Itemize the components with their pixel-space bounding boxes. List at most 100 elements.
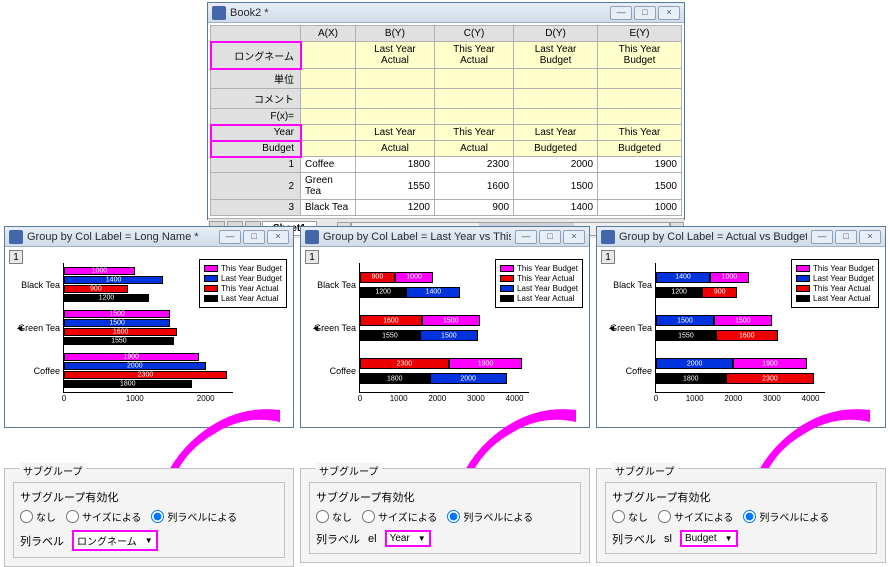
bar: 2000: [656, 358, 733, 369]
bar-value: 1600: [113, 329, 129, 336]
layer-number[interactable]: 1: [9, 250, 23, 264]
graph-icon: [9, 230, 23, 244]
maximize-button[interactable]: □: [243, 230, 265, 244]
axis-caret-icon: ◄: [607, 323, 616, 333]
bar: 1900: [449, 358, 522, 369]
subgroup-enable-label: サブグループ有効化: [316, 489, 574, 505]
bar: 1000: [64, 267, 135, 275]
bar-value: 1900: [478, 360, 494, 367]
tick-label: 1000: [686, 394, 704, 403]
close-button[interactable]: ×: [658, 6, 680, 20]
bar-value: 1400: [106, 276, 122, 283]
col-label-combo[interactable]: Budget▼: [680, 530, 738, 547]
plot-area: 010002000Black Tea100014009001200Green T…: [63, 263, 233, 393]
radio-label[interactable]: 列ラベルによる: [743, 509, 829, 524]
worksheet-window: Book2 * — □ × A(X) B(Y) C(Y) D(Y) E(Y) ロ…: [207, 2, 685, 220]
bar-value: 900: [372, 274, 384, 281]
col-header[interactable]: B(Y): [355, 26, 434, 42]
subgroup-panel: サブグループ サブグループ有効化 なし サイズによる 列ラベルによる 列ラベル …: [4, 468, 294, 567]
minimize-button[interactable]: —: [811, 230, 833, 244]
category-label: Green Tea: [610, 323, 656, 333]
minimize-button[interactable]: —: [219, 230, 241, 244]
tick-label: 1000: [126, 394, 144, 403]
col-label-text: 列ラベル: [612, 531, 656, 547]
close-button[interactable]: ×: [563, 230, 585, 244]
window-title: Group by Col Label = Last Year vs This Y…: [323, 231, 511, 243]
bar: 1500: [64, 310, 170, 318]
minimize-button[interactable]: —: [610, 6, 632, 20]
bar: 1550: [656, 330, 716, 341]
bar: 1200: [360, 287, 406, 298]
bar-value: 1800: [120, 381, 136, 388]
tick-label: 4000: [506, 394, 524, 403]
bar-value: 2300: [138, 372, 154, 379]
fieldset-label: サブグループ: [315, 463, 382, 478]
tick-label: 2000: [428, 394, 446, 403]
bar: 1800: [360, 373, 430, 384]
minimize-button[interactable]: —: [515, 230, 537, 244]
axis-caret-icon: ◄: [15, 323, 24, 333]
maximize-button[interactable]: □: [539, 230, 561, 244]
window-title: Book2 *: [230, 7, 606, 19]
bar-value: 2300: [762, 375, 778, 382]
chart-window-longname: Group by Col Label = Long Name * — □ × 1…: [4, 226, 294, 428]
bar: 1600: [360, 315, 422, 326]
category-label: Green Tea: [314, 323, 360, 333]
radio-none[interactable]: なし: [316, 509, 352, 524]
bar: 2300: [726, 373, 815, 384]
bar: 1400: [656, 272, 710, 283]
subgroup-panel: サブグループ サブグループ有効化 なし サイズによる 列ラベルによる 列ラベル …: [300, 468, 590, 563]
bar: 1500: [64, 319, 170, 327]
layer-number[interactable]: 1: [305, 250, 319, 264]
category-label: Black Tea: [613, 280, 656, 290]
radio-size[interactable]: サイズによる: [362, 509, 437, 524]
bar: 1900: [733, 358, 806, 369]
col-header[interactable]: E(Y): [598, 26, 682, 42]
col-header[interactable]: A(X): [301, 26, 356, 42]
bar-value: 1000: [92, 267, 108, 274]
layer-number[interactable]: 1: [601, 250, 615, 264]
bar: 1500: [422, 315, 480, 326]
col-header[interactable]: C(Y): [434, 26, 513, 42]
bar-value: 1500: [109, 320, 125, 327]
bar-value: 2000: [127, 363, 143, 370]
col-label-combo[interactable]: ロングネーム▼: [72, 530, 158, 551]
radio-label[interactable]: 列ラベルによる: [151, 509, 237, 524]
bar: 2300: [360, 358, 449, 369]
chevron-down-icon: ▼: [725, 534, 733, 543]
tick-label: 0: [654, 394, 658, 403]
bar: 1800: [656, 373, 726, 384]
bar-value: 2000: [460, 375, 476, 382]
bar: 900: [64, 285, 128, 293]
bar-value: 1800: [683, 375, 699, 382]
bar-value: 1550: [678, 332, 694, 339]
radio-size[interactable]: サイズによる: [658, 509, 733, 524]
row-header-budget[interactable]: Budget: [211, 141, 301, 157]
bar-value: 1600: [383, 317, 399, 324]
bar-value: 900: [90, 285, 102, 292]
chevron-down-icon: ▼: [145, 536, 153, 545]
bar: 1000: [710, 272, 749, 283]
maximize-button[interactable]: □: [835, 230, 857, 244]
row-header-year[interactable]: Year: [211, 125, 301, 141]
bar-value: 1200: [671, 289, 687, 296]
maximize-button[interactable]: □: [634, 6, 656, 20]
bar: 1200: [64, 294, 149, 302]
subgroup-enable-label: サブグループ有効化: [20, 489, 278, 505]
radio-none[interactable]: なし: [612, 509, 648, 524]
radio-label[interactable]: 列ラベルによる: [447, 509, 533, 524]
axis-caret-icon: ◄: [311, 323, 320, 333]
row-header-longname[interactable]: ロングネーム: [211, 42, 301, 69]
category-label: Black Tea: [317, 280, 360, 290]
subgroup-enable-label: サブグループ有効化: [612, 489, 870, 505]
tick-label: 3000: [467, 394, 485, 403]
close-button[interactable]: ×: [859, 230, 881, 244]
close-button[interactable]: ×: [267, 230, 289, 244]
col-label-combo[interactable]: Year▼: [385, 530, 431, 547]
col-header[interactable]: D(Y): [514, 26, 598, 42]
bar-value: 1000: [722, 274, 738, 281]
radio-none[interactable]: なし: [20, 509, 56, 524]
radio-size[interactable]: サイズによる: [66, 509, 141, 524]
bar-value: 1900: [123, 354, 139, 361]
chart-window-budget: Group by Col Label = Actual vs Budget * …: [596, 226, 886, 428]
